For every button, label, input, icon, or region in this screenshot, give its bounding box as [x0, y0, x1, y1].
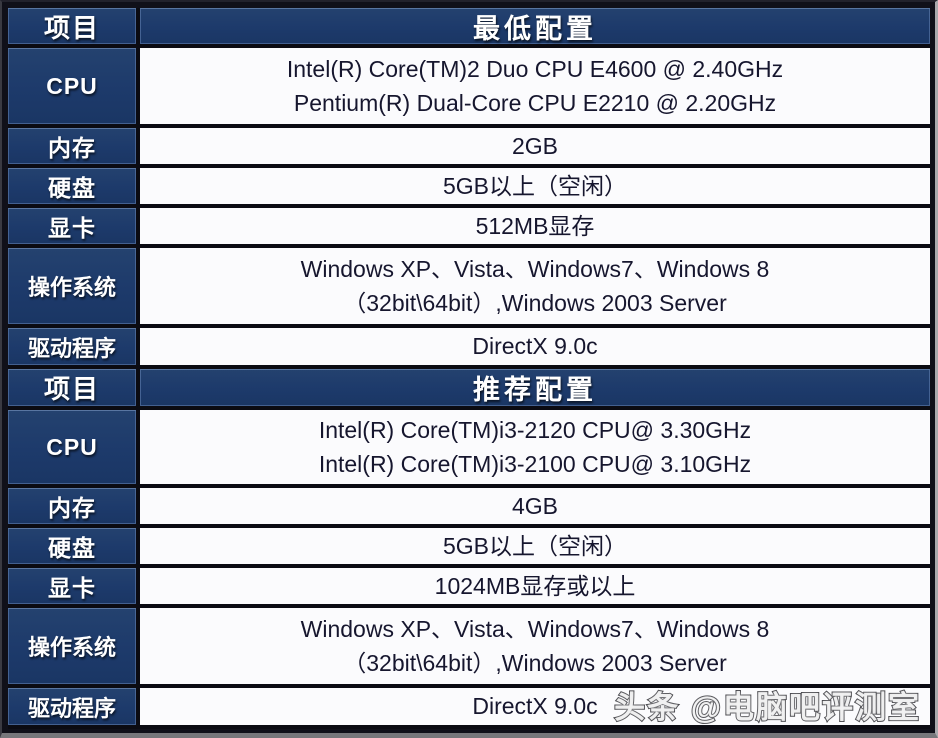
rec-memory-line1: 4GB — [511, 492, 559, 519]
rec-os-value: Windows XP、Vista、Windows7、Windows 8 （32b… — [140, 608, 930, 684]
rec-gpu-value: 1024MB显存或以上 — [140, 568, 930, 604]
min-driver-line1: DirectX 9.0c — [472, 333, 598, 360]
min-memory-line1: 2GB — [511, 132, 559, 159]
rec-header-item: 项目 — [8, 369, 136, 406]
rec-memory-value: 4GB — [140, 488, 930, 524]
min-os-label: 操作系统 — [8, 248, 136, 324]
rec-gpu-label: 显卡 — [8, 568, 136, 604]
min-gpu-label: 显卡 — [8, 208, 136, 244]
rec-cpu-line1: Intel(R) Core(TM)i3-2120 CPU@ 3.30GHz — [318, 416, 752, 443]
min-cpu-line1: Intel(R) Core(TM)2 Duo CPU E4600 @ 2.40G… — [286, 55, 784, 82]
min-cpu-line2: Pentium(R) Dual-Core CPU E2210 @ 2.20GHz — [293, 90, 777, 116]
min-os-line1: Windows XP、Vista、Windows7、Windows 8 — [300, 255, 770, 282]
spec-table: 项目 最低配置 CPU Intel(R) Core(TM)2 Duo CPU E… — [8, 8, 930, 729]
min-header-item: 项目 — [8, 8, 136, 44]
rec-disk-line1: 5GB以上（空闲） — [442, 532, 628, 559]
min-memory-value: 2GB — [140, 128, 930, 164]
min-driver-label: 驱动程序 — [8, 328, 136, 365]
min-driver-value: DirectX 9.0c — [140, 328, 930, 365]
min-memory-label: 内存 — [8, 128, 136, 164]
min-os-line2: （32bit\64bit）,Windows 2003 Server — [343, 290, 727, 316]
min-disk-value: 5GB以上（空闲） — [140, 168, 930, 204]
rec-os-line1: Windows XP、Vista、Windows7、Windows 8 — [300, 615, 770, 642]
min-gpu-value: 512MB显存 — [140, 208, 930, 244]
rec-cpu-line2: Intel(R) Core(TM)i3-2100 CPU@ 3.10GHz — [318, 451, 752, 477]
min-cpu-label: CPU — [8, 48, 136, 124]
min-disk-label: 硬盘 — [8, 168, 136, 204]
rec-cpu-value: Intel(R) Core(TM)i3-2120 CPU@ 3.30GHz In… — [140, 410, 930, 484]
rec-driver-label: 驱动程序 — [8, 688, 136, 725]
rec-disk-label: 硬盘 — [8, 528, 136, 564]
rec-cpu-label: CPU — [8, 410, 136, 484]
rec-driver-line1: DirectX 9.0c — [472, 693, 598, 720]
rec-gpu-line1: 1024MB显存或以上 — [434, 572, 636, 599]
min-header-title: 最低配置 — [140, 8, 930, 44]
rec-memory-label: 内存 — [8, 488, 136, 524]
rec-driver-value: DirectX 9.0c — [140, 688, 930, 725]
rec-disk-value: 5GB以上（空闲） — [140, 528, 930, 564]
min-cpu-value: Intel(R) Core(TM)2 Duo CPU E4600 @ 2.40G… — [140, 48, 930, 124]
rec-header-title: 推荐配置 — [140, 369, 930, 406]
min-disk-line1: 5GB以上（空闲） — [442, 172, 628, 199]
rec-os-line2: （32bit\64bit）,Windows 2003 Server — [343, 650, 727, 676]
min-os-value: Windows XP、Vista、Windows7、Windows 8 （32b… — [140, 248, 930, 324]
rec-os-label: 操作系统 — [8, 608, 136, 684]
min-gpu-line1: 512MB显存 — [475, 212, 595, 239]
